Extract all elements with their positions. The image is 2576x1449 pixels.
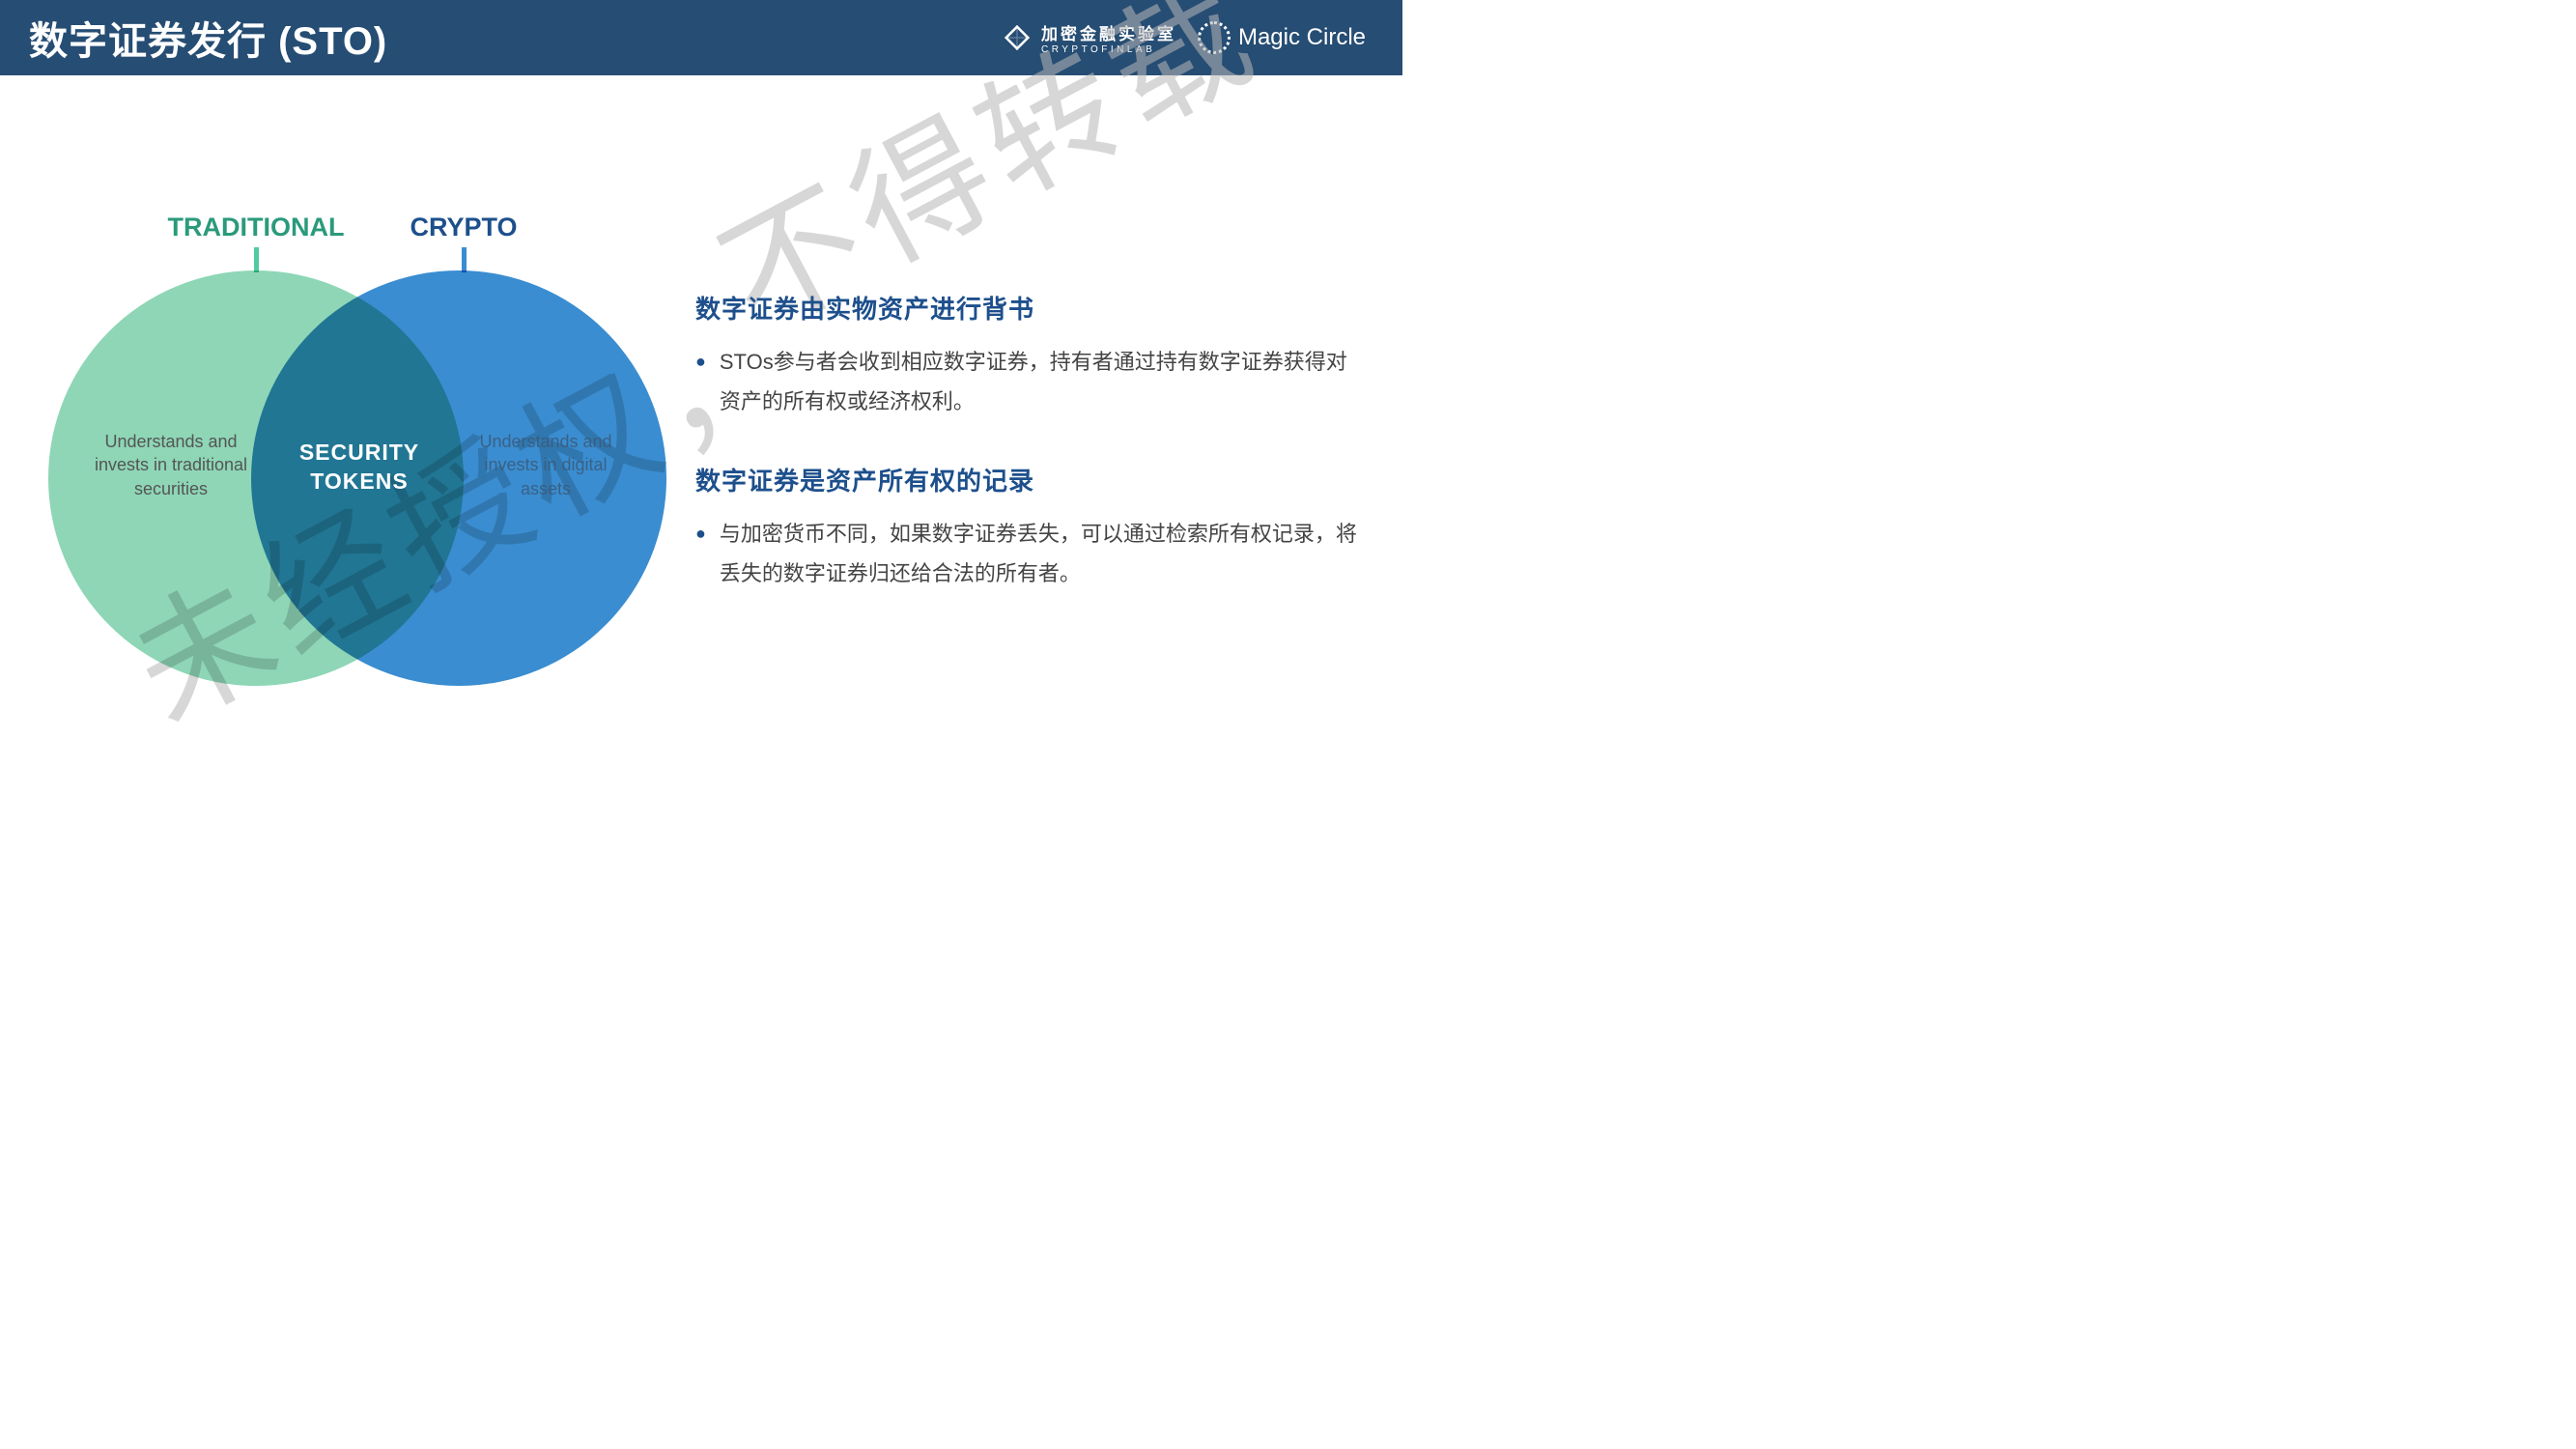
venn-label-traditional: TRADITIONAL: [126, 213, 386, 242]
page-title: 数字证券发行 (STO): [29, 10, 387, 66]
venn-text-crypto: Understands and invests in digital asset…: [464, 430, 628, 500]
section-2: 数字证券是资产所有权的记录 ● 与加密货币不同，如果数字证券丢失，可以通过检索所…: [695, 462, 1362, 593]
tick-right: [462, 247, 467, 272]
bullet-2: ● 与加密货币不同，如果数字证券丢失，可以通过检索所有权记录，将丢失的数字证券归…: [695, 515, 1362, 593]
venn-text-center: SECURITY TOKENS: [272, 439, 446, 497]
logo-group: 加密金融实验室 CRYPTOFINLAB Magic Circle: [1001, 20, 1366, 55]
cryptofinlab-text: 加密金融实验室 CRYPTOFINLAB: [1041, 20, 1176, 55]
magic-circle-logo: Magic Circle: [1198, 21, 1366, 54]
logo1-en: CRYPTOFINLAB: [1041, 44, 1176, 55]
content-area: 数字证券由实物资产进行背书 ● STOs参与者会收到相应数字证券，持有者通过持有…: [695, 290, 1362, 635]
tick-left: [254, 247, 259, 272]
logo2-text: Magic Circle: [1238, 24, 1366, 51]
venn-diagram: TRADITIONAL CRYPTO Understands and inves…: [48, 242, 666, 705]
bullet-text-1: STOs参与者会收到相应数字证券，持有者通过持有数字证券获得对资产的所有权或经济…: [720, 343, 1362, 421]
bullet-marker-icon: ●: [695, 515, 706, 593]
section-1: 数字证券由实物资产进行背书 ● STOs参与者会收到相应数字证券，持有者通过持有…: [695, 290, 1362, 421]
logo1-cn: 加密金融实验室: [1041, 20, 1176, 44]
bullet-text-2: 与加密货币不同，如果数字证券丢失，可以通过检索所有权记录，将丢失的数字证券归还给…: [720, 515, 1362, 593]
venn-label-crypto: CRYPTO: [386, 213, 541, 242]
bullet-1: ● STOs参与者会收到相应数字证券，持有者通过持有数字证券获得对资产的所有权或…: [695, 343, 1362, 421]
diamond-icon: [1001, 21, 1033, 54]
bullet-marker-icon: ●: [695, 343, 706, 421]
venn-text-traditional: Understands and invests in traditional s…: [89, 430, 253, 500]
circle-icon: [1198, 21, 1231, 54]
cryptofinlab-logo: 加密金融实验室 CRYPTOFINLAB: [1001, 20, 1176, 55]
section-title-1: 数字证券由实物资产进行背书: [695, 290, 1362, 326]
section-title-2: 数字证券是资产所有权的记录: [695, 462, 1362, 497]
header-bar: 数字证券发行 (STO) 加密金融实验室 CRYPTOFINLAB Magic …: [0, 0, 1402, 75]
